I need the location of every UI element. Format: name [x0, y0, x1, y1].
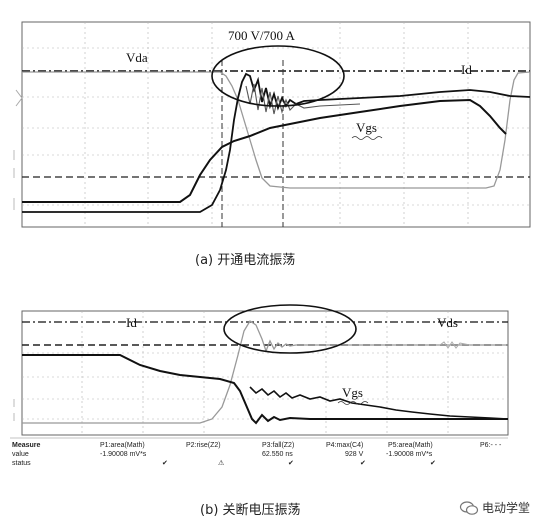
col-3-status: ✔: [288, 460, 294, 467]
bottom-scope-svg: Id Vds Vgs Measure value status P1:area(…: [10, 304, 509, 467]
bottom-vds-trace: [22, 320, 508, 424]
col-4-value: 928 V: [345, 451, 364, 458]
bottom-scope-frame: [21, 310, 509, 436]
top-vda-trace: [22, 71, 531, 189]
top-scope-svg: 700 V/700 A Vda Id Vgs: [13, 21, 531, 228]
bottom-id-trace: [22, 354, 508, 425]
bottom-scope-panel: Id Vds Vgs Measure value status P1:area(…: [0, 295, 554, 531]
value-row-label: value: [12, 451, 29, 458]
col-3-name: P3:fall(Z2): [262, 442, 294, 449]
watermark: 电动学堂: [459, 499, 531, 516]
top-vgs-underline: [351, 136, 383, 140]
measure-table: Measure value status P1:area(Math) -1.90…: [10, 437, 508, 467]
col-5-name: P5:area(Math): [388, 442, 433, 449]
col-1-name: P1:area(Math): [100, 442, 145, 449]
bottom-vgs-underline: [337, 401, 369, 405]
col-1-value: -1.90008 mV*s: [100, 451, 147, 458]
bottom-oscillation-ellipse: [223, 304, 357, 354]
col-6-name: P6:- - -: [480, 442, 502, 449]
col-4-status: ✔: [360, 460, 366, 467]
bottom-vds-ringing-right: [439, 341, 471, 349]
top-label-vda: Vda: [126, 50, 148, 65]
wechat-icon: [459, 500, 479, 515]
top-annotation: 700 V/700 A: [228, 28, 296, 43]
measure-row-label: Measure: [12, 442, 41, 449]
top-label-id: Id: [461, 62, 472, 77]
col-1-status: ✔: [162, 460, 168, 467]
top-caption: (a) 开通电流振荡: [195, 253, 296, 268]
top-oscillation-ellipse: [211, 45, 345, 107]
top-scope-panel: 700 V/700 A Vda Id Vgs (a) 开通电流振荡: [0, 0, 554, 268]
col-4-name: P4:max(C4): [326, 442, 363, 449]
bottom-vgs-trace: [249, 386, 509, 420]
top-oscillation: [245, 83, 361, 115]
col-2-status: ⚠: [218, 459, 224, 467]
col-2-name: P2:rise(Z2): [186, 442, 221, 449]
bottom-label-id: Id: [126, 315, 137, 330]
top-vgs-trace: [22, 98, 507, 203]
col-5-status: ✔: [430, 460, 436, 467]
bottom-label-vgs: Vgs: [342, 385, 363, 400]
bottom-caption: (b) 关断电压振荡: [200, 503, 301, 518]
top-grid: [22, 22, 530, 227]
status-row-label: status: [12, 460, 31, 467]
bottom-grid: [22, 311, 508, 435]
col-3-value: 62.550 ns: [262, 451, 293, 458]
top-left-tick: [15, 89, 23, 107]
watermark-text: 电动学堂: [482, 501, 531, 515]
top-scope-frame: [21, 21, 531, 228]
top-label-vgs: Vgs: [356, 120, 377, 135]
col-5-value: -1.90008 mV*s: [386, 451, 433, 458]
bottom-label-vds: Vds: [437, 315, 458, 330]
